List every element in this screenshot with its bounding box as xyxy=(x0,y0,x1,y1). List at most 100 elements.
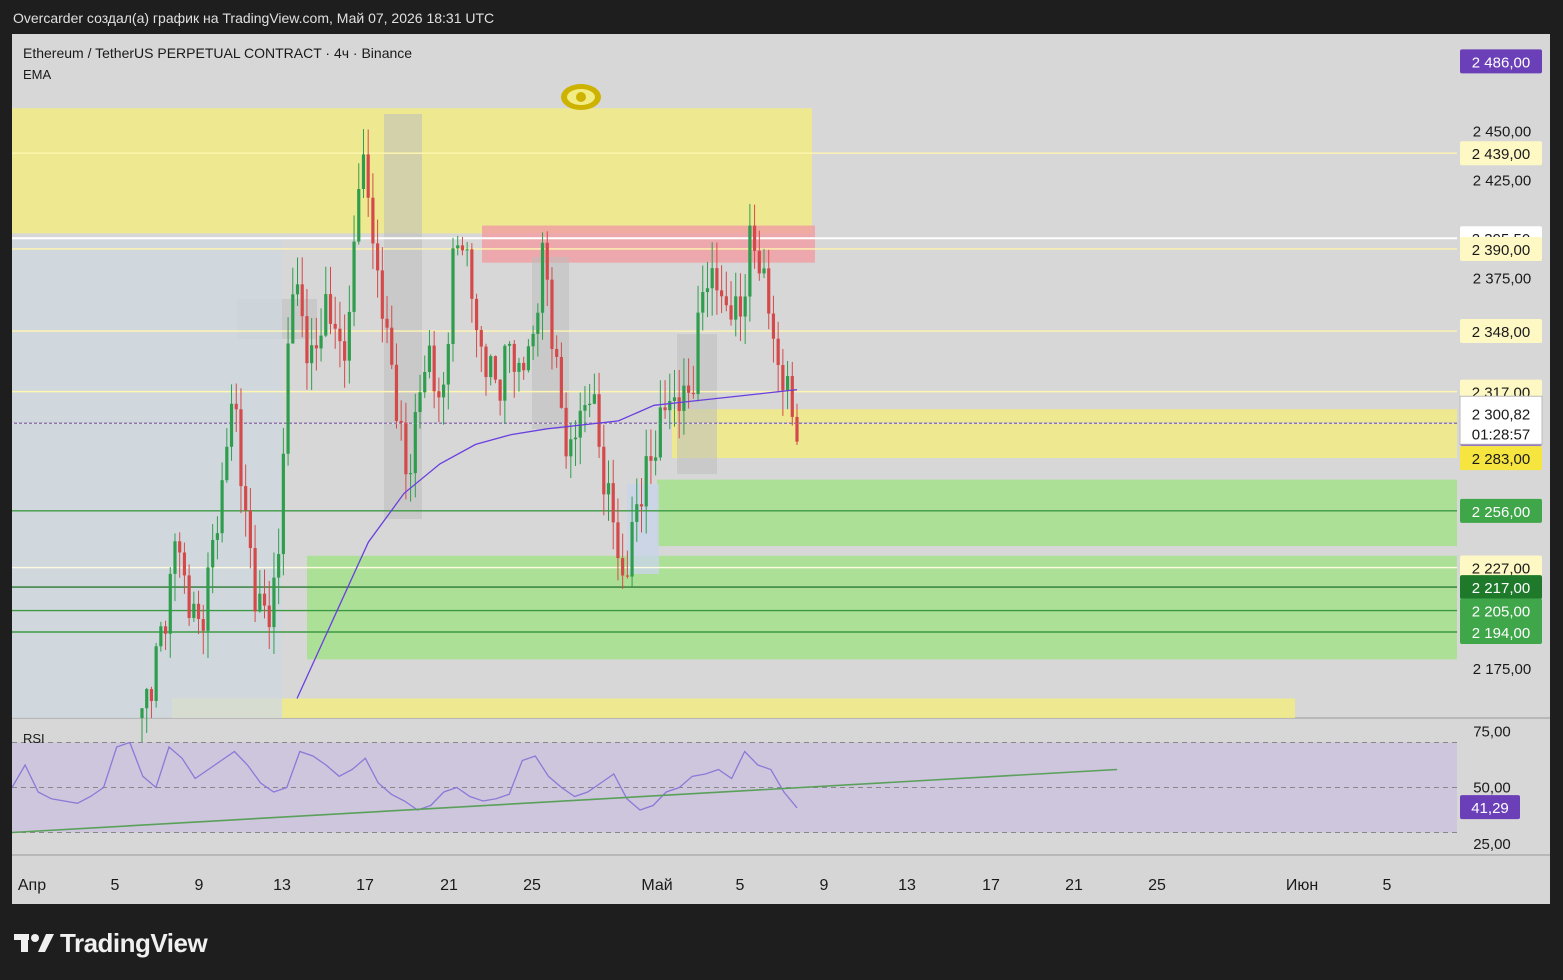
candle-body xyxy=(734,296,738,320)
candle-body xyxy=(658,407,662,458)
zone-yellow xyxy=(172,698,1295,718)
candle-body xyxy=(550,279,554,349)
candle-body xyxy=(159,626,163,647)
candle-body xyxy=(668,400,672,411)
time-axis-ticks[interactable]: Апр 5 9 13 17 21 25 Май 5 9 13 17 21 25 Июн 5 xyxy=(18,877,1392,894)
candle-body xyxy=(611,483,615,523)
candle-body xyxy=(404,422,408,475)
rsi-band-lines xyxy=(12,742,1457,833)
rsi-trend-line xyxy=(12,768,1118,834)
price-label-box xyxy=(1460,141,1542,166)
candle-body xyxy=(324,294,328,336)
candle-body xyxy=(328,294,333,324)
candle-body xyxy=(489,356,493,378)
candle-body xyxy=(705,288,710,293)
candle-body xyxy=(762,268,766,274)
candle-body xyxy=(522,362,526,371)
candle-body xyxy=(559,356,563,408)
candle-body xyxy=(630,521,634,577)
price-label-box xyxy=(1460,236,1542,261)
candle-body xyxy=(724,296,728,306)
candle-body xyxy=(343,341,347,361)
rsi-axis-ticks: 75,00 50,00 25,00 xyxy=(1473,723,1511,853)
price-tick: 2 450,00 xyxy=(1473,124,1531,141)
price-label-box xyxy=(1460,575,1542,600)
last-price-box xyxy=(1459,395,1543,445)
candle-body xyxy=(540,242,545,313)
candle-body xyxy=(602,446,606,495)
candlestick-series xyxy=(140,129,799,746)
price-label-box xyxy=(1460,598,1542,623)
candle-body xyxy=(446,344,450,385)
candle-body xyxy=(253,548,257,612)
candle-body xyxy=(149,689,154,701)
candle-body xyxy=(776,338,780,366)
candle-body xyxy=(517,362,521,372)
candle-body xyxy=(597,394,601,447)
candle-body xyxy=(696,312,700,395)
ema-indicator-label[interactable]: EMA xyxy=(23,67,52,82)
candle-body xyxy=(503,345,507,401)
time-tick: Апр xyxy=(18,877,46,894)
tradingview-logo-text: TradingView xyxy=(60,928,208,958)
candle-body xyxy=(192,603,196,618)
price-label: 2 348,00 xyxy=(1472,324,1530,341)
price-label: 2 486,00 xyxy=(1472,54,1530,71)
candle-body xyxy=(507,343,512,346)
candle-body xyxy=(795,416,799,442)
symbol-title: Ethereum / TetherUS PERPETUAL CONTRACT ·… xyxy=(23,45,412,61)
time-tick: 5 xyxy=(1383,877,1392,894)
time-tick: 13 xyxy=(898,877,916,894)
zone-green xyxy=(657,479,1457,547)
candle-body xyxy=(460,245,465,251)
candle-body xyxy=(239,409,243,487)
candle-body xyxy=(225,446,229,481)
candle-body xyxy=(767,268,771,314)
time-tick: 13 xyxy=(273,877,291,894)
candle-body xyxy=(644,456,648,507)
candle-body xyxy=(432,345,436,392)
tradingview-logo[interactable]: TradingView xyxy=(14,928,208,961)
price-label-box xyxy=(1460,555,1542,580)
candle-body xyxy=(371,197,375,244)
candle-body xyxy=(757,250,761,274)
candle-body xyxy=(687,385,691,393)
price-tick: 2 425,00 xyxy=(1473,173,1531,190)
candle-body xyxy=(423,372,427,393)
candle-body xyxy=(479,330,483,347)
candle-body xyxy=(536,312,540,334)
time-tick: 21 xyxy=(1065,877,1083,894)
candle-body xyxy=(621,558,625,576)
candle-body xyxy=(677,397,681,411)
candle-body xyxy=(413,412,417,474)
candle-body xyxy=(277,554,281,578)
candle-body xyxy=(314,345,318,349)
candle-body xyxy=(691,392,695,395)
candle-body xyxy=(663,407,667,411)
candle-body xyxy=(211,539,215,568)
rsi-tick: 50,00 xyxy=(1473,780,1511,797)
candle-body xyxy=(220,480,224,534)
candle-body xyxy=(682,385,686,411)
candle-body xyxy=(394,364,399,421)
chart-frame[interactable]: 2 450,00 2 425,00 2 375,00 2 175,00 2 486,0… xyxy=(12,34,1550,904)
candle-body xyxy=(333,323,337,329)
price-label: 2 227,00 xyxy=(1472,561,1530,578)
price-label: 2 256,00 xyxy=(1472,504,1530,521)
candle-body xyxy=(578,410,582,438)
candle-body xyxy=(588,403,592,406)
price-label: 2 283,00 xyxy=(1472,451,1530,468)
candle-body xyxy=(338,328,342,342)
candle-body xyxy=(512,343,516,372)
eye-icon[interactable] xyxy=(561,84,601,110)
candle-body xyxy=(408,473,413,475)
chart-svg[interactable]: 2 450,00 2 425,00 2 375,00 2 175,00 2 486,0… xyxy=(12,34,1550,904)
rsi-tick: 25,00 xyxy=(1473,836,1511,853)
rsi-line xyxy=(12,741,798,811)
rsi-label[interactable]: RSI xyxy=(23,731,45,746)
range-box xyxy=(12,237,282,718)
last-price-label: 2 300,82 xyxy=(1472,406,1530,423)
rsi-last-box xyxy=(1460,795,1520,820)
candle-body xyxy=(262,593,267,606)
candle-body xyxy=(310,345,314,364)
